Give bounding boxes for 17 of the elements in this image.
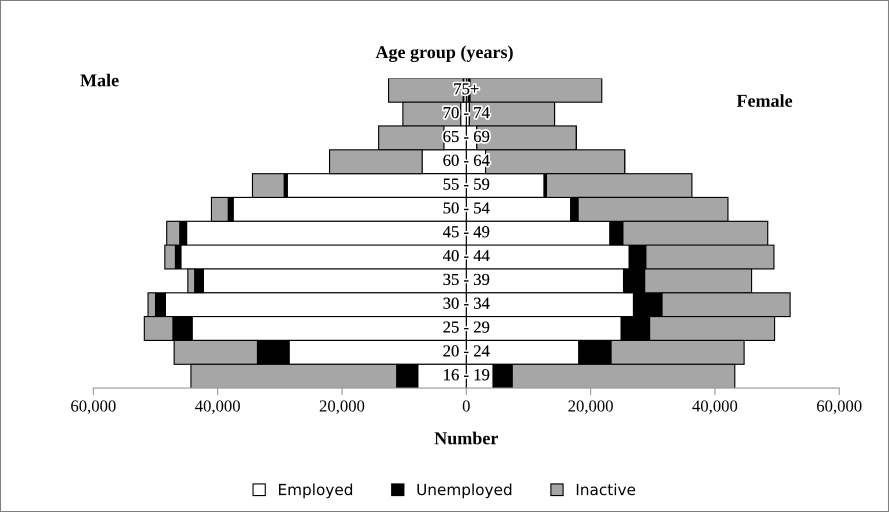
chart-title: Age group (years): [376, 46, 513, 62]
annotation: Male: [80, 74, 119, 86]
annotation: Female: [736, 94, 792, 107]
legend-label: Unemployed: [417, 483, 512, 498]
x-tick-label: 20,000: [568, 400, 613, 414]
legend-label: Employed: [278, 483, 352, 498]
y-tick-label: 30 - 34: [443, 298, 490, 309]
y-tick-label: 45 - 49: [443, 226, 490, 238]
x-tick-label: 40,000: [692, 400, 738, 414]
x-tick-label: 20,000: [320, 400, 364, 414]
y-tick-label: 16 - 19: [444, 369, 490, 380]
legend-label: Inactive: [576, 483, 636, 496]
x-tick-label: 0: [462, 400, 470, 412]
x-axis-title: Number: [434, 432, 498, 444]
x-tick-label: 40,000: [195, 400, 240, 414]
x-tick-label: 60,000: [71, 400, 116, 414]
x-tick-label: 60,000: [817, 400, 862, 414]
